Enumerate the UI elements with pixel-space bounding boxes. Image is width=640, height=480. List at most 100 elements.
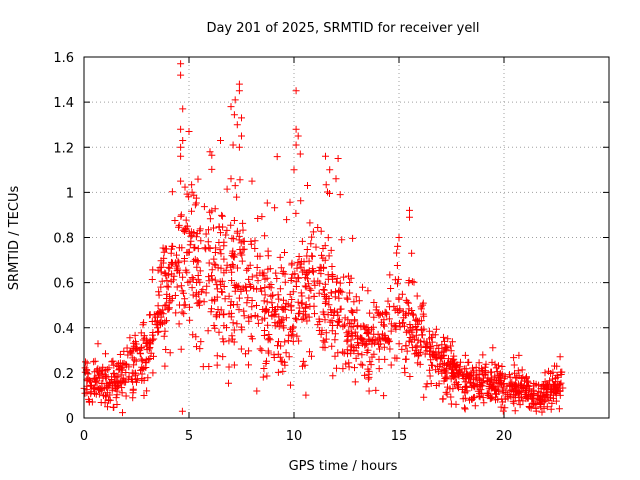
y-tick-label: 0 bbox=[66, 412, 74, 427]
data-point bbox=[95, 390, 103, 398]
data-point bbox=[338, 288, 346, 296]
data-point bbox=[426, 366, 434, 374]
data-point bbox=[442, 388, 450, 396]
data-point bbox=[152, 321, 160, 329]
data-point bbox=[305, 257, 313, 265]
data-point bbox=[292, 209, 300, 217]
data-point bbox=[177, 212, 185, 220]
data-point bbox=[177, 60, 185, 68]
data-point bbox=[205, 226, 212, 234]
data-point bbox=[320, 291, 328, 299]
data-point bbox=[138, 357, 146, 365]
data-point bbox=[288, 327, 296, 335]
data-point bbox=[387, 361, 395, 369]
data-point bbox=[487, 368, 495, 376]
data-point bbox=[206, 148, 214, 156]
data-point bbox=[247, 240, 255, 248]
data-point bbox=[475, 359, 483, 367]
data-point bbox=[339, 323, 347, 331]
data-point bbox=[380, 392, 388, 400]
data-point bbox=[318, 251, 325, 259]
data-point bbox=[444, 359, 452, 367]
data-point bbox=[530, 380, 538, 387]
data-point bbox=[179, 273, 187, 281]
data-point bbox=[306, 285, 314, 293]
data-point bbox=[470, 393, 478, 401]
data-point bbox=[178, 244, 186, 252]
data-point bbox=[376, 345, 383, 353]
data-point bbox=[225, 292, 233, 300]
data-point bbox=[380, 334, 388, 342]
data-point bbox=[235, 282, 243, 290]
data-point bbox=[172, 309, 180, 317]
data-point bbox=[110, 403, 118, 411]
x-tick-label: 0 bbox=[80, 429, 88, 444]
data-point bbox=[510, 361, 518, 369]
data-point bbox=[447, 393, 455, 401]
data-point bbox=[359, 283, 366, 291]
data-point bbox=[89, 384, 97, 392]
data-point bbox=[144, 374, 152, 382]
data-point bbox=[161, 327, 169, 335]
data-point bbox=[131, 331, 139, 339]
data-point bbox=[340, 273, 348, 281]
data-point bbox=[165, 305, 173, 313]
data-point bbox=[328, 342, 336, 350]
data-point bbox=[188, 284, 196, 292]
data-point bbox=[228, 332, 236, 340]
data-point bbox=[184, 278, 192, 286]
data-point bbox=[287, 381, 294, 389]
data-point bbox=[390, 302, 398, 310]
data-point bbox=[553, 371, 561, 379]
data-point bbox=[445, 355, 452, 363]
data-point bbox=[196, 267, 204, 275]
data-point bbox=[164, 263, 172, 271]
data-point bbox=[447, 347, 455, 355]
data-point bbox=[205, 277, 213, 285]
data-point bbox=[386, 271, 394, 279]
data-point bbox=[268, 299, 276, 307]
data-point bbox=[178, 308, 186, 316]
data-point bbox=[467, 372, 475, 379]
data-point bbox=[245, 317, 253, 325]
data-point bbox=[276, 253, 284, 261]
data-point bbox=[364, 346, 372, 354]
data-point bbox=[344, 333, 352, 340]
data-point bbox=[253, 264, 261, 271]
data-point bbox=[88, 398, 96, 406]
data-point bbox=[181, 255, 188, 262]
data-point bbox=[220, 338, 228, 346]
x-tick-label: 15 bbox=[391, 429, 408, 444]
data-point bbox=[461, 394, 469, 402]
data-point bbox=[419, 299, 427, 307]
data-point bbox=[410, 311, 417, 319]
data-point bbox=[408, 278, 416, 286]
data-point bbox=[328, 317, 336, 325]
data-point bbox=[347, 336, 355, 344]
data-point bbox=[537, 397, 545, 405]
data-point bbox=[91, 385, 99, 393]
data-point bbox=[267, 284, 275, 292]
data-point bbox=[306, 348, 313, 356]
data-point bbox=[412, 323, 420, 330]
data-point bbox=[264, 347, 272, 355]
data-point bbox=[238, 326, 246, 334]
data-point bbox=[154, 328, 162, 336]
data-point bbox=[372, 306, 380, 314]
data-point bbox=[386, 345, 394, 353]
data-point bbox=[354, 350, 362, 358]
data-point bbox=[501, 404, 509, 412]
data-point bbox=[154, 302, 162, 310]
data-point bbox=[166, 349, 174, 357]
data-point bbox=[465, 358, 473, 366]
data-point bbox=[192, 233, 200, 241]
data-point bbox=[305, 294, 313, 302]
data-point bbox=[461, 351, 469, 359]
data-point bbox=[347, 307, 355, 315]
data-point bbox=[492, 364, 500, 372]
data-point bbox=[193, 343, 200, 351]
data-point bbox=[149, 369, 157, 377]
data-point bbox=[239, 226, 247, 234]
data-point bbox=[366, 309, 374, 317]
data-point bbox=[461, 387, 469, 395]
